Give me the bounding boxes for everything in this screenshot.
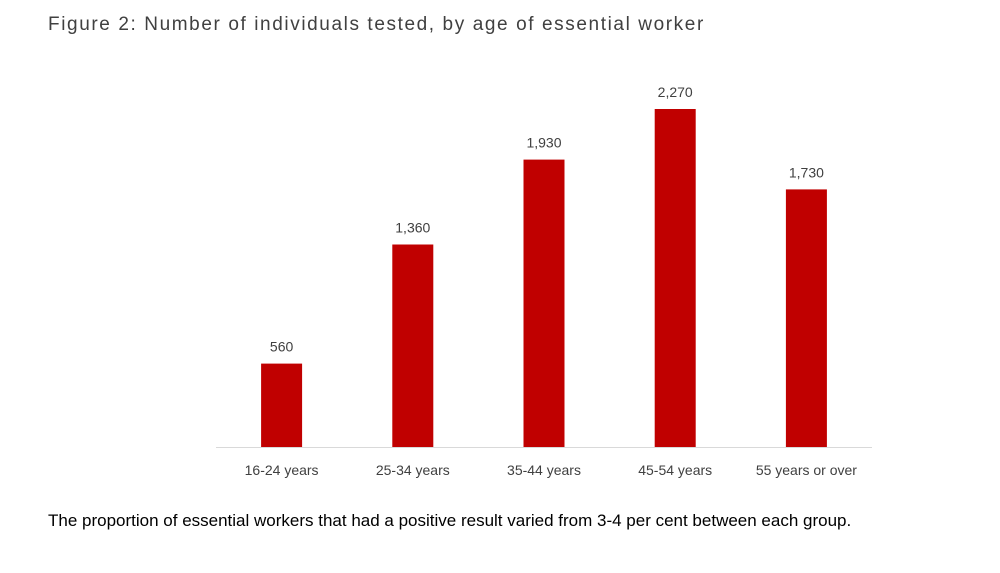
- bar-35-44-years: [523, 159, 565, 447]
- bar-16-24-years: [261, 363, 303, 447]
- chart-title: Figure 2: Number of individuals tested, …: [48, 14, 705, 35]
- data-labels-group: 560 1,360 1,930 2,270 1,730: [270, 84, 824, 355]
- x-tick-labels-group: 16-24 years 25-34 years 35-44 years 45-54 y…: [245, 462, 858, 478]
- bar-25-34-years: [392, 244, 434, 447]
- bar-chart: 560 1,360 1,930 2,270 1,730 16-24 years 25-34…: [216, 84, 872, 478]
- x-tick-label: 45-54 years: [638, 462, 712, 478]
- x-tick-label: 55 years or over: [756, 462, 857, 478]
- x-tick-label: 35-44 years: [507, 462, 581, 478]
- data-label: 1,930: [526, 135, 561, 151]
- footnote-text: The proportion of essential workers that…: [48, 511, 852, 530]
- data-label: 1,730: [789, 164, 824, 180]
- data-label: 1,360: [395, 220, 430, 236]
- x-tick-label: 25-34 years: [376, 462, 450, 478]
- bar-55-years-or-over: [785, 189, 827, 447]
- bar-45-54-years: [654, 109, 696, 447]
- x-tick-label: 16-24 years: [245, 462, 319, 478]
- data-label: 2,270: [658, 84, 693, 100]
- bars-group: [261, 109, 827, 447]
- data-label: 560: [270, 339, 294, 355]
